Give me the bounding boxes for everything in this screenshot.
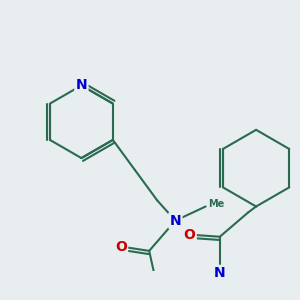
Text: N: N (169, 214, 181, 228)
Text: N: N (214, 266, 226, 280)
Text: N: N (76, 78, 87, 92)
Text: O: O (115, 240, 127, 254)
Text: O: O (184, 228, 196, 242)
Text: Me: Me (208, 200, 224, 209)
